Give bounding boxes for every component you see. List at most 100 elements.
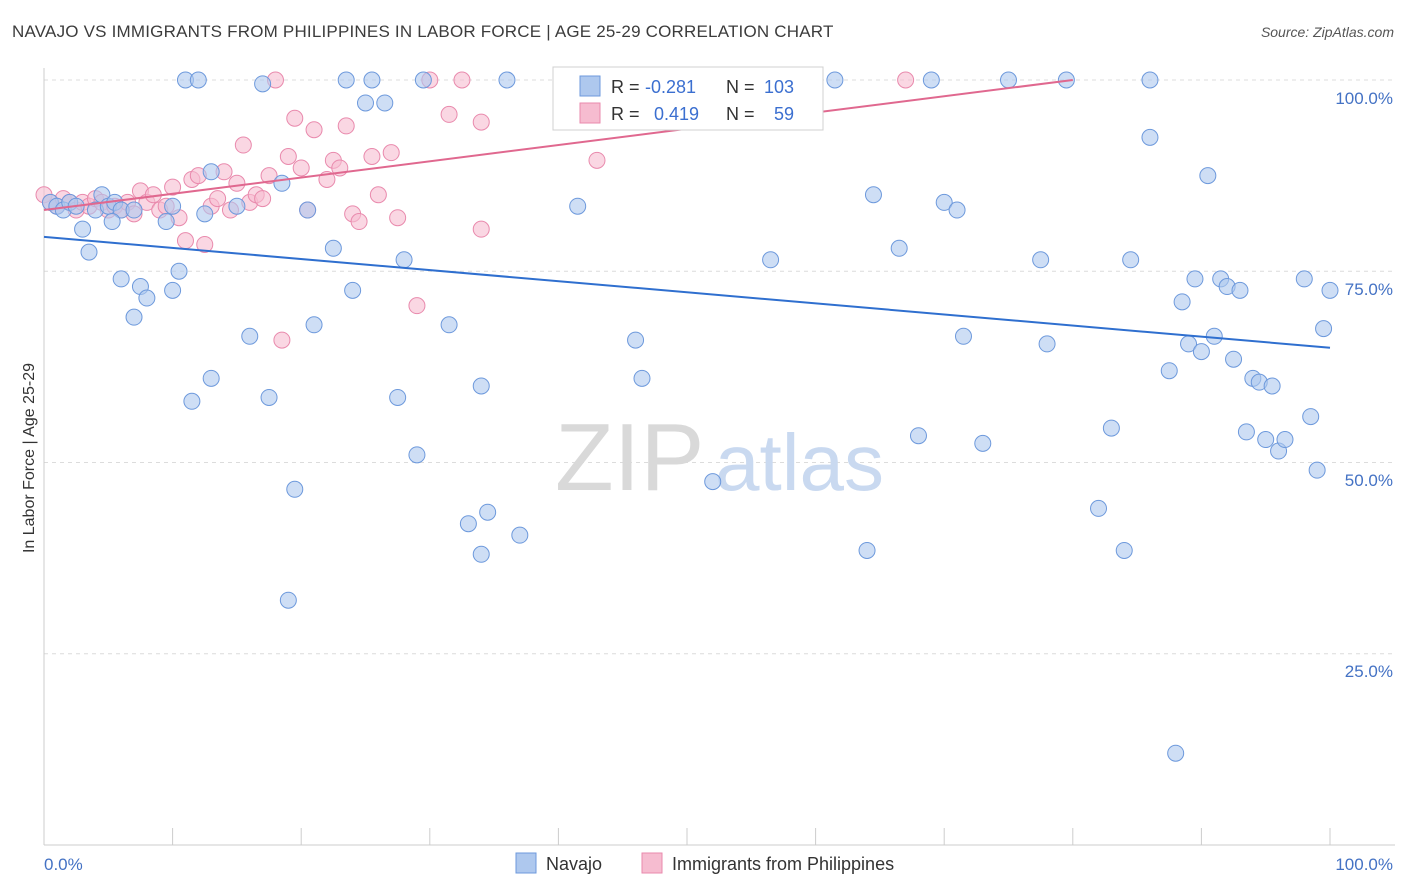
- y-tick-100: 100.0%: [1335, 89, 1393, 108]
- philippines-point: [273, 331, 291, 349]
- navajo-point: [395, 251, 413, 269]
- navajo-point: [633, 369, 651, 387]
- philippines-point: [472, 220, 490, 238]
- navajo-point: [183, 392, 201, 410]
- navajo-point: [414, 71, 432, 89]
- navajo-point: [1315, 320, 1333, 338]
- navajo-point: [890, 239, 908, 257]
- navajo-point: [1199, 167, 1217, 185]
- navajo-point: [1167, 744, 1185, 762]
- philippines-point: [408, 297, 426, 315]
- navajo-point: [305, 316, 323, 334]
- philippines-point: [196, 235, 214, 253]
- y-tick-25: 25.0%: [1345, 662, 1393, 681]
- philippines-trend-line: [43, 79, 1073, 212]
- navajo-point: [1257, 431, 1275, 449]
- philippines-point: [350, 213, 368, 231]
- navajo-point: [1237, 423, 1255, 441]
- navajo-point: [627, 331, 645, 349]
- navajo-point: [1090, 499, 1108, 517]
- navajo-point: [279, 591, 297, 609]
- navajo-point: [1038, 335, 1056, 353]
- philippines-point: [254, 190, 272, 208]
- navajo-point: [1205, 327, 1223, 345]
- legend-navajo-swatch: [579, 75, 601, 97]
- navajo-point: [909, 427, 927, 445]
- navajo-point: [389, 388, 407, 406]
- legend-philippines-swatch: [579, 102, 601, 124]
- navajo-point: [935, 193, 953, 211]
- navajo-trend-line: [43, 235, 1331, 349]
- navajo-point: [260, 388, 278, 406]
- trend-lines: [43, 79, 1331, 349]
- x-tick-100: 100.0%: [1335, 855, 1393, 874]
- navajo-point: [569, 197, 587, 215]
- philippines-point: [897, 71, 915, 89]
- philippines-point: [389, 209, 407, 227]
- navajo-point: [324, 239, 342, 257]
- philippines-point: [369, 186, 387, 204]
- navajo-point: [363, 71, 381, 89]
- navajo-point: [1141, 71, 1159, 89]
- navajo-point: [472, 377, 490, 395]
- navajo-point: [704, 473, 722, 491]
- navajo-point: [1173, 293, 1191, 311]
- navajo-point: [1032, 251, 1050, 269]
- philippines-point: [176, 232, 194, 250]
- legend-navajo-n-value: 103: [764, 77, 794, 97]
- watermark-atlas: atlas: [715, 418, 884, 507]
- legend-philippines-r-label: R =: [611, 104, 640, 124]
- philippines-point: [279, 148, 297, 165]
- y-tick-50: 50.0%: [1345, 471, 1393, 490]
- navajo-point: [954, 327, 972, 345]
- navajo-point: [337, 71, 355, 89]
- y-axis-title: In Labor Force | Age 25-29: [21, 363, 38, 553]
- navajo-point: [826, 71, 844, 89]
- navajo-point: [440, 316, 458, 334]
- philippines-point: [260, 167, 278, 185]
- philippines-point: [164, 178, 182, 196]
- navajo-point: [472, 545, 490, 563]
- philippines-point: [453, 71, 471, 89]
- series-navajo-points: [41, 71, 1339, 762]
- navajo-point: [1122, 251, 1140, 269]
- philippines-point: [337, 117, 355, 135]
- navajo-point: [974, 434, 992, 452]
- navajo-point: [1295, 270, 1313, 288]
- legend-philippines-r-value: 0.419: [654, 104, 699, 124]
- navajo-point: [112, 270, 130, 288]
- navajo-point: [1192, 343, 1210, 361]
- bottom-legend-philippines-swatch: [641, 852, 663, 874]
- navajo-point: [511, 526, 529, 544]
- navajo-point: [103, 213, 121, 231]
- philippines-point: [472, 113, 490, 131]
- philippines-point: [286, 109, 304, 127]
- watermark-zip: ZIP: [555, 404, 704, 511]
- series-legend: Navajo Immigrants from Philippines: [515, 852, 894, 874]
- correlation-legend: R = -0.281 N = 103 R = 0.419 N = 59: [552, 66, 824, 131]
- navajo-point: [1102, 419, 1120, 437]
- navajo-point: [948, 201, 966, 219]
- navajo-point: [858, 541, 876, 559]
- navajo-point: [170, 262, 188, 280]
- navajo-point: [498, 71, 516, 89]
- navajo-point: [1321, 281, 1339, 299]
- philippines-point: [305, 121, 323, 139]
- chart-title: NAVAJO VS IMMIGRANTS FROM PHILIPPINES IN…: [12, 22, 834, 41]
- navajo-point: [254, 75, 272, 93]
- legend-navajo-r-value: -0.281: [645, 77, 696, 97]
- navajo-point: [74, 220, 92, 238]
- navajo-point: [1141, 128, 1159, 146]
- navajo-point: [138, 289, 156, 307]
- navajo-point: [273, 174, 291, 192]
- navajo-point: [922, 71, 940, 89]
- navajo-point: [202, 163, 220, 181]
- navajo-point: [357, 94, 374, 112]
- philippines-point: [234, 136, 252, 154]
- philippines-point: [382, 144, 400, 162]
- y-tick-75: 75.0%: [1345, 280, 1393, 299]
- navajo-point: [202, 369, 220, 387]
- navajo-point: [1225, 350, 1243, 368]
- navajo-point: [864, 186, 882, 204]
